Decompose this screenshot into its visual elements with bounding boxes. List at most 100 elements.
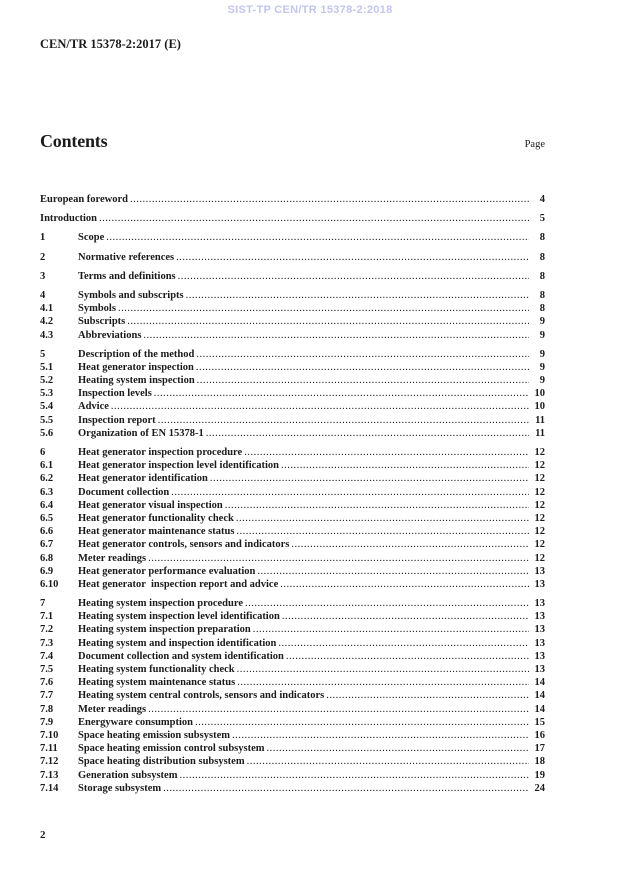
toc-entry-page: 9 [539,361,545,373]
dotted-leader: ........................................… [130,194,529,205]
toc-row: 7 Heating system inspection procedure....… [40,597,545,610]
toc-entry-page: 9 [539,375,545,387]
toc-row: 3 Terms and definitions..................… [40,270,545,283]
toc-row: 5.5 Inspection report....................… [40,414,545,427]
dotted-leader: ........................................… [235,512,529,524]
dotted-leader: ........................................… [195,361,529,373]
dotted-leader: ........................................… [281,611,529,623]
toc-entry-title: Introduction [40,213,97,225]
contents-title: Contents [40,131,108,151]
dotted-leader: ........................................… [237,677,529,689]
toc-row: 6.6 Heat generator maintenance status....… [40,525,545,538]
toc-entry-title: Heating system central controls, sensors… [78,690,325,702]
toc-entry-number: 7.5 [40,664,54,675]
dotted-leader: ........................................… [127,316,529,328]
toc-entry-page: 19 [534,769,546,781]
toc-entry-title: Heating system functionality check [78,664,235,675]
dotted-leader: ........................................… [244,447,529,458]
toc-entry-title: Advice [78,401,109,413]
toc-entry-title: Inspection levels [78,388,152,400]
toc-entry-number: 5.3 [40,388,54,400]
dotted-leader: ........................................… [179,769,529,781]
toc-row: 5.2 Heating system inspection............… [40,374,545,387]
toc-entry-number: 5.1 [40,361,54,373]
toc-entry-page: 8 [539,270,545,282]
dotted-leader: ........................................… [236,526,529,538]
toc-entry-title: Document collection and system identific… [78,650,284,662]
dotted-leader: ........................................… [231,729,529,741]
toc-row: 5.3 Inspection levels....................… [40,387,545,400]
toc-row: 7.7 Heating system central controls, sens… [40,689,545,702]
toc-entry-page: 18 [534,756,546,768]
toc-entry-number: 6.8 [40,552,54,564]
toc-row: 7.10 Space heating emission subsystem....… [40,729,545,742]
toc-entry-title: Heat generator identification [78,473,208,485]
toc-entry-title: Heat generator inspection procedure [78,447,243,458]
dotted-leader: ........................................… [106,232,529,244]
toc-entry-page: 12 [534,447,546,458]
toc-entry-title: Space heating emission subsystem [78,729,230,741]
dotted-leader: ........................................… [153,388,529,400]
toc-row: 7.8 Meter readings.......................… [40,703,545,716]
toc-entry-title: Heat generator performance evaluation [78,565,256,577]
dotted-leader: ........................................… [244,598,529,610]
toc-row: 6.1 Heat generator inspection level ident… [40,459,545,472]
toc-row: 6.5 Heat generator functionality check...… [40,512,545,525]
toc-entry-page: 13 [534,565,546,577]
toc-entry-number: 6.10 [40,578,59,590]
toc-entry-title: Heat generator inspection report and adv… [78,578,279,590]
toc-entry-number: 6.7 [40,539,54,551]
toc-entry-number: 6.5 [40,512,54,524]
toc-entry-title: Heat generator visual inspection [78,499,223,511]
toc-entry-number: 4.2 [40,316,54,328]
toc-entry-page: 10 [534,388,546,400]
toc-row: 4.3 Abbreviations........................… [40,329,545,342]
toc-entry-page: 12 [534,552,546,564]
toc-entry-number: 6.6 [40,526,54,538]
dotted-leader: ........................................… [196,375,529,387]
dotted-leader: ........................................… [278,637,529,649]
toc-entry-title: Terms and definitions [78,270,176,282]
toc-entry-title: Heat generator controls, sensors and ind… [78,539,290,551]
dotted-leader: ........................................… [148,552,529,564]
toc-entry-title: Space heating emission control subsystem [78,743,265,755]
toc-entry-number: 6.2 [40,473,54,485]
toc-entry-title: Space heating distribution subsystem [78,756,245,768]
toc-entry-page: 13 [534,611,546,623]
toc-row: 7.6 Heating system maintenance status....… [40,676,545,689]
dotted-leader: ........................................… [99,213,529,225]
dotted-leader: ........................................… [185,289,529,301]
toc-entry-number: 7.14 [40,782,59,794]
toc-entry-number: 6.3 [40,486,54,498]
toc-row: 6 Heat generator inspection procedure....… [40,446,545,459]
toc-entry-number: 7.8 [40,703,54,715]
toc-entry-number: 6.1 [40,460,54,472]
toc-row: 7.5 Heating system functionality check...… [40,663,545,676]
toc-row: 4.2 Subscripts...........................… [40,315,545,328]
toc-row: 7.4 Document collection and system identi… [40,650,545,663]
toc-entry-page: 12 [534,512,546,524]
dotted-leader: ........................................… [163,782,529,794]
toc-entry-number: 5.2 [40,375,54,387]
toc-row: 7.14 Storage subsystem...................… [40,782,545,795]
toc-row: 1 Scope..................................… [40,231,545,244]
toc-row: 6.4 Heat generator visual inspection.....… [40,499,545,512]
toc-entry-number: 7 [40,598,46,610]
toc-entry-page: 15 [534,716,546,728]
dotted-leader: ........................................… [177,270,529,282]
toc-entry-page: 11 [535,427,545,439]
toc-entry-number: 7.12 [40,756,59,768]
toc-entry-title: Heating system inspection level identifi… [78,611,280,623]
toc-entry-page: 12 [534,499,546,511]
dotted-leader: ........................................… [285,650,529,662]
toc-entry-number: 7.13 [40,769,59,781]
toc-entry-page: 9 [539,348,545,360]
page-number: 2 [40,829,46,841]
toc-entry-page: 16 [534,729,546,741]
toc-entry-page: 12 [534,460,546,472]
dotted-leader: ........................................… [246,756,529,768]
toc-entry-title: Meter readings [78,703,147,715]
dotted-leader: ........................................… [171,486,529,498]
toc-entry-page: 11 [535,414,545,426]
toc-row: 6.7 Heat generator controls, sensors and … [40,538,545,551]
